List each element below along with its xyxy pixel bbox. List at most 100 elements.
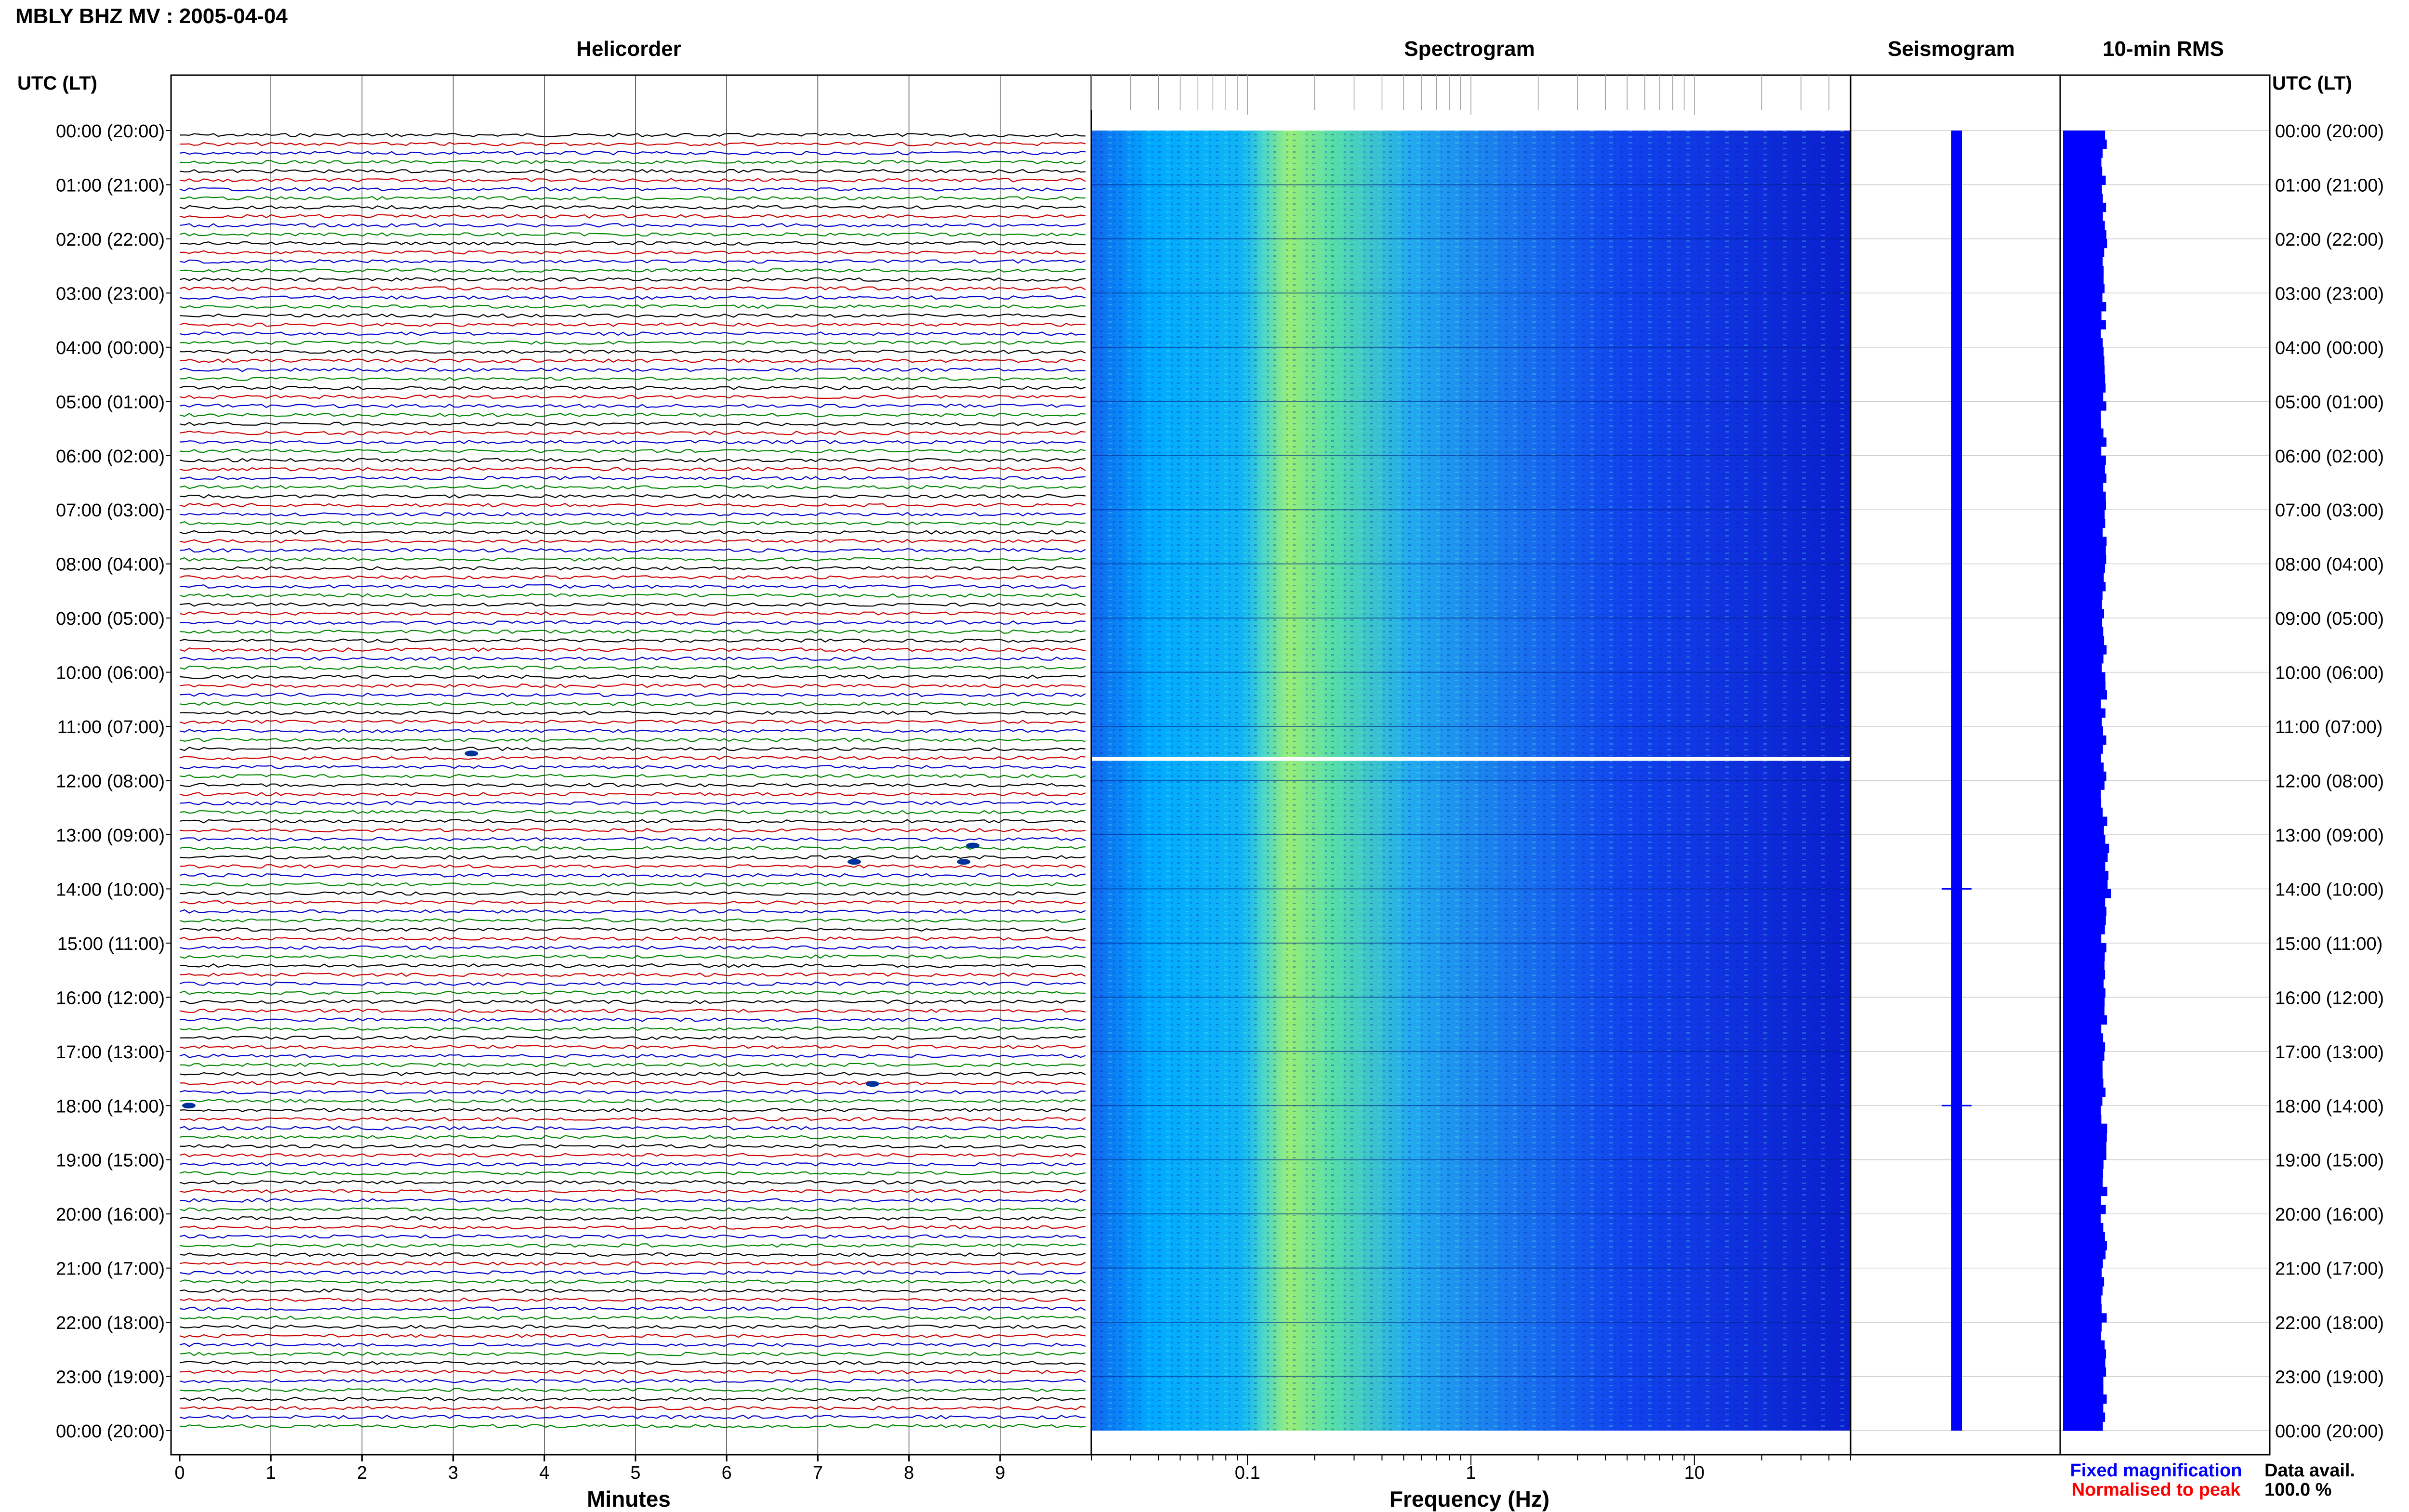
rms-bar [2063,284,2105,293]
rms-bar [2063,248,2105,257]
spectrogram-hour-lines [1091,184,1851,1377]
helicorder-trace [179,1044,1086,1050]
rms-bar [2063,880,2108,889]
rms-bar [2063,1286,2103,1296]
rms-panel [2059,74,2271,1456]
helicorder-trace [179,358,1086,363]
rms-bar [2063,374,2105,384]
rms-bar [2063,1349,2106,1359]
helicorder-trace [179,566,1086,571]
legend-normalised-to-peak: Normalised to peak [2072,1480,2241,1500]
minute-tick-label: 6 [722,1463,732,1483]
hour-label-right: 13:00 (09:00) [2275,826,2384,846]
rms-bar [2063,491,2106,501]
hour-label-left: 07:00 (03:00) [56,500,165,521]
helicorder-trace [179,1288,1086,1293]
hour-label-left: 16:00 (12:00) [56,988,165,1008]
helicorder-trace [179,530,1086,535]
helicorder-trace [179,810,1086,815]
helicorder-trace [179,475,1086,481]
rms-bar [2063,979,2104,989]
helicorder-trace [179,512,1086,517]
rms-bar [2063,826,2104,835]
hour-label-left: 10:00 (06:00) [56,663,165,684]
hour-labels-right: 00:00 (20:00) 01:00 (21:00) 02:00 (22:00) 0… [2275,121,2384,1442]
data-availability-label: Data avail. [2264,1460,2355,1481]
legend-fixed-magnification: Fixed magnification [2070,1460,2242,1481]
rms-bar [2063,483,2104,492]
helicorder-trace [179,1026,1086,1031]
helicorder-trace [179,431,1086,435]
helicorder-trace [179,241,1086,246]
rms-bar [2063,464,2105,474]
hour-label-right: 03:00 (23:00) [2275,284,2384,304]
rms-bar [2063,672,2105,682]
helicorder-trace [179,1360,1086,1366]
rms-bar [2063,554,2106,565]
rms-bar [2063,1060,2103,1070]
helicorder-trace [179,412,1086,418]
rms-bar [2063,573,2104,582]
helicorder-trace [179,205,1086,210]
rms-bar [2063,1412,2105,1422]
hour-label-left: 03:00 (23:00) [56,284,165,304]
helicorder-trace [179,368,1086,372]
hour-label-right: 12:00 (08:00) [2275,772,2384,792]
rms-bar [2063,889,2111,898]
helicorder-trace [179,665,1086,670]
helicorder-event [966,842,980,849]
rms-bar [2063,184,2102,194]
rms-bar [2063,835,2105,844]
helicorder-trace [179,1071,1086,1077]
rms-bar [2063,1250,2106,1260]
rms-bar [2063,961,2105,971]
helicorder-trace [179,1396,1086,1402]
rms-bar [2063,1078,2104,1088]
helicorder-trace [179,981,1086,986]
hour-label-right: 07:00 (03:00) [2275,500,2384,521]
rms-bar [2063,546,2106,555]
helicorder-frame [170,74,1092,1456]
hour-label-left: 11:00 (07:00) [57,717,165,737]
rms-bar [2063,1087,2106,1097]
rms-bar [2063,735,2106,745]
minute-tick-label: 7 [813,1463,823,1483]
helicorder-trace [179,439,1086,445]
helicorder-trace [179,1306,1086,1311]
helicorder-trace [179,900,1086,905]
rms-bar [2063,799,2102,808]
helicorder-event [957,859,971,865]
rms-bar [2063,753,2101,763]
hour-label-right: 16:00 (12:00) [2275,988,2384,1008]
rms-bar [2063,1223,2104,1233]
helicorder-traces [179,132,1086,1429]
time-axis-label-right: UTC (LT) [2272,73,2352,94]
helicorder-trace [179,1234,1086,1239]
hour-label-left: 20:00 (16:00) [56,1205,165,1225]
helicorder-trace [179,286,1086,291]
hour-label-left: 13:00 (09:00) [56,826,165,846]
minute-tick-label: 2 [357,1463,367,1483]
rms-bar [2063,1096,2103,1106]
helicorder-trace [179,728,1086,734]
hour-label-left: 23:00 (19:00) [56,1367,165,1388]
helicorder-trace [179,448,1086,453]
spectrogram-x-ticks: 0.1 1 10 [1091,75,1851,1483]
rms-bar [2063,853,2108,862]
rms-bar [2063,1069,2103,1079]
hour-label-left: 00:00 (20:00) [56,121,165,142]
rms-bar [2063,1178,2103,1187]
hour-label-left: 09:00 (05:00) [56,609,165,629]
helicorder-trace [179,1406,1086,1410]
hour-label-right: 19:00 (15:00) [2275,1151,2384,1171]
helicorder-trace [179,846,1086,851]
helicorder-trace [179,692,1086,697]
helicorder-trace [179,349,1086,354]
rms-bar [2063,591,2103,601]
minute-tick-label: 4 [539,1463,549,1483]
helicorder-trace [179,187,1086,192]
helicorder-trace [179,1162,1086,1167]
frequency-tick-label: 0.1 [1235,1463,1260,1483]
rms-bar [2063,1313,2107,1323]
